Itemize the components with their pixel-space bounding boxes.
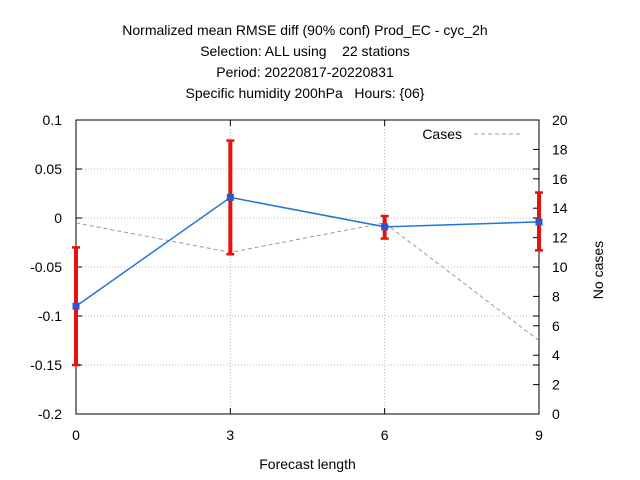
y2-tick-label: 8 bbox=[552, 288, 560, 304]
data-point bbox=[226, 193, 234, 201]
y2-tick-label: 14 bbox=[552, 200, 568, 216]
y2-axis-label: No cases bbox=[590, 241, 606, 299]
title-line: Selection: ALL using 22 stations bbox=[200, 43, 410, 59]
y-tick-label: -0.15 bbox=[30, 357, 62, 373]
legend-label: Cases bbox=[422, 126, 462, 142]
cases-line bbox=[75, 222, 540, 341]
y-tick-label: -0.05 bbox=[30, 259, 62, 275]
x-tick-label: 9 bbox=[535, 427, 543, 443]
data-point bbox=[535, 218, 543, 226]
y-tick-label: -0.1 bbox=[38, 308, 62, 324]
title-line: Normalized mean RMSE diff (90% conf) Pro… bbox=[122, 22, 487, 38]
y2-tick-label: 16 bbox=[552, 171, 568, 187]
grid bbox=[76, 120, 539, 414]
title-line: Specific humidity 200hPa Hours: {06} bbox=[186, 85, 425, 101]
y-tick-label: 0 bbox=[54, 210, 62, 226]
x-tick-label: 6 bbox=[381, 427, 389, 443]
legend: Cases bbox=[422, 126, 522, 142]
y-axis-left: -0.2 -0.15 -0.1 -0.05 0 0.05 0.1 bbox=[30, 112, 539, 422]
y2-tick-label: 4 bbox=[552, 347, 560, 363]
y-tick-label: 0.1 bbox=[43, 112, 63, 128]
y2-tick-label: 18 bbox=[552, 141, 568, 157]
chart-title: Normalized mean RMSE diff (90% conf) Pro… bbox=[122, 22, 487, 101]
y2-tick-label: 12 bbox=[552, 230, 568, 246]
x-axis-label: Forecast length bbox=[259, 456, 356, 472]
y2-tick-label: 10 bbox=[552, 259, 568, 275]
x-tick-label: 3 bbox=[226, 427, 234, 443]
series-line bbox=[75, 196, 540, 307]
y2-tick-label: 2 bbox=[552, 377, 560, 393]
series bbox=[72, 139, 543, 367]
x-tick-label: 0 bbox=[72, 427, 80, 443]
x-axis: 0 3 6 9 bbox=[72, 120, 543, 443]
y2-tick-label: 6 bbox=[552, 318, 560, 334]
y2-tick-label: 20 bbox=[552, 112, 568, 128]
title-line: Period: 20220817-20220831 bbox=[216, 64, 394, 80]
y-axis-right: 0 2 4 6 8 10 12 14 16 18 20 bbox=[533, 112, 568, 422]
y2-tick-label: 0 bbox=[552, 406, 560, 422]
data-point bbox=[72, 302, 80, 310]
y-tick-label: 0.05 bbox=[35, 161, 62, 177]
data-point bbox=[381, 223, 389, 231]
y-tick-label: -0.2 bbox=[38, 406, 62, 422]
